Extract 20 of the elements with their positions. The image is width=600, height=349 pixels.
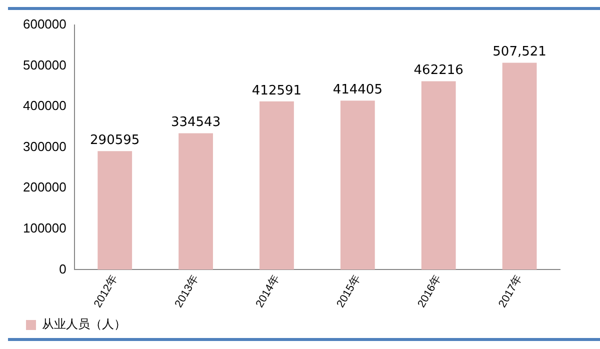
data-label: 412591: [252, 83, 302, 98]
data-label: 507,521: [492, 44, 546, 60]
data-label: 462216: [414, 63, 464, 78]
bar: [178, 133, 213, 270]
data-label: 334543: [170, 115, 221, 130]
bar: [260, 101, 294, 270]
y-tick-label: 200000: [22, 180, 66, 195]
y-tick-label: 0: [59, 261, 66, 276]
bar: [421, 81, 456, 270]
legend-label: 从业人员（人）: [42, 317, 126, 332]
bar: [502, 62, 537, 270]
y-tick-label: 100000: [22, 220, 66, 236]
data-label: 290595: [90, 133, 140, 148]
bar: [98, 151, 132, 270]
bar: [340, 100, 375, 270]
y-tick-label: 600000: [22, 16, 66, 32]
y-tick-label: 400000: [22, 98, 66, 114]
y-tick-label: 300000: [22, 138, 66, 154]
y-tick-label: 500000: [22, 57, 66, 72]
data-label: 414405: [332, 82, 382, 98]
